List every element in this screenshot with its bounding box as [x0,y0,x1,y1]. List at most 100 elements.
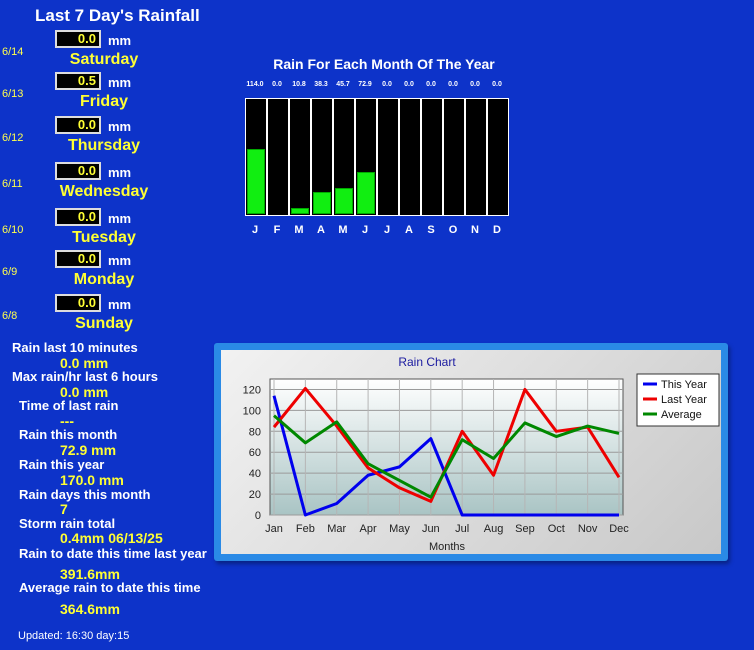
day-unit: mm [108,297,132,312]
y-tick-label: 100 [243,405,261,417]
day-value-box: 0.0 [55,294,101,312]
stat-value: 0.4mm 06/13/25 [60,530,163,546]
month-letter: M [294,224,304,236]
day-value-box: 0.0 [55,30,101,48]
x-tick-label: Jun [422,523,440,535]
y-tick-label: 20 [249,489,261,501]
month-value-label: 72.9 [358,81,372,88]
day-name: Sunday [75,315,133,332]
month-value-label: 0.0 [492,81,502,88]
month-column [267,98,289,216]
stat-label: Max rain/hr last 6 hours [12,369,158,384]
month-value-label: 0.0 [382,81,392,88]
y-tick-label: 0 [255,510,261,522]
day-date: 6/14 [2,46,24,58]
stat-value: 364.6mm [60,601,120,617]
updated-text: Updated: 16:30 day:15 [18,630,130,642]
y-tick-label: 80 [249,426,261,438]
month-column [355,98,377,216]
month-value-label: 45.7 [336,81,350,88]
stat-label: Average rain to date this time [19,580,201,595]
month-letter: D [493,224,501,236]
legend-label: Average [661,409,702,421]
day-unit: mm [108,253,132,268]
month-letter: J [383,224,391,236]
day-unit: mm [108,33,132,48]
day-name: Tuesday [72,229,136,246]
month-column [311,98,333,216]
y-tick-label: 120 [243,384,261,396]
x-tick-label: Mar [327,523,346,535]
month-column [333,98,355,216]
day-unit: mm [108,211,132,226]
stat-label: Rain this year [19,457,105,472]
day-name: Wednesday [59,183,149,200]
rain-chart-area: Rain Chart 0 20 40 60 80 100 120 Jan Feb Mar Apr May… [221,350,721,554]
month-column [421,98,443,216]
day-date: 6/12 [2,132,24,144]
day-date: 6/9 [2,266,18,278]
month-value-label: 0.0 [470,81,480,88]
day-date: 6/13 [2,88,24,100]
month-letter: J [361,224,369,236]
stat-value: --- [60,413,74,429]
month-bar [357,172,375,214]
x-tick-label: Aug [484,523,504,535]
day-value-box: 0.0 [55,208,101,226]
month-letter: S [427,224,435,236]
series-line [273,414,620,499]
monthly-chart-title: Rain For Each Month Of The Year [273,56,495,72]
line-chart-title: Rain Chart [398,355,456,369]
day-name: Thursday [67,137,140,154]
x-tick-label: Jan [265,523,283,535]
month-letter: F [273,224,281,236]
day-value-box: 0.0 [55,250,101,268]
month-letter: O [448,224,458,236]
stat-label: Rain last 10 minutes [12,340,138,355]
stat-value: 72.9 mm [60,442,117,458]
month-bar [247,149,265,214]
month-letter: A [317,224,325,236]
stat-value: 391.6mm [60,566,120,582]
month-column [245,98,267,216]
stat-label: Time of last rain [19,398,119,413]
month-letter: A [405,224,413,236]
day-unit: mm [108,119,132,134]
month-column [399,98,421,216]
x-tick-label: Sep [515,523,535,535]
month-column [289,98,311,216]
month-bar [313,192,331,214]
stat-value: 7 [60,501,68,517]
month-value-label: 0.0 [272,81,282,88]
day-value-box: 0.5 [55,72,101,90]
stat-value: 0.0 mm [60,355,109,371]
day-name: Monday [73,271,135,288]
x-tick-label: Jul [455,523,469,535]
series-line [272,395,619,517]
month-column [487,98,509,216]
x-tick-label: Dec [609,523,629,535]
month-bar [335,188,353,214]
x-tick-label: Oct [548,523,565,535]
x-tick-label: Feb [296,523,315,535]
x-axis-label: Months [429,541,466,553]
page-title: Last 7 Day's Rainfall [35,6,200,25]
day-date: 6/10 [2,224,24,236]
month-value-label: 38.3 [314,81,328,88]
month-letter: M [338,224,348,236]
month-column [443,98,465,216]
month-letter: N [471,224,479,236]
y-tick-label: 60 [249,447,261,459]
month-column [465,98,487,216]
y-tick-label: 40 [249,468,261,480]
month-value-label: 0.0 [426,81,436,88]
day-value-box: 0.0 [55,116,101,134]
stat-label: Rain days this month [19,487,151,502]
legend-label: Last Year [661,394,707,406]
stat-label: Rain to date this time last year [19,546,207,561]
month-value-label: 0.0 [448,81,458,88]
plot-area [269,378,624,516]
month-value-label: 0.0 [404,81,414,88]
x-tick-label: Nov [578,523,598,535]
day-name: Saturday [69,51,139,68]
